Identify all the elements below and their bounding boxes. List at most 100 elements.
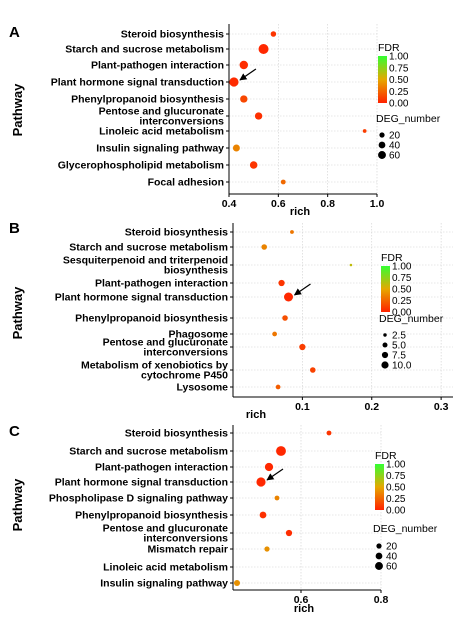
panel-c-y-tick-label-line: interconversions [143,533,228,545]
panel-a-y-tick-label: Plant hormone signal transduction [51,77,224,89]
panel-b-y-tick-label-line: interconversions [143,347,228,359]
panel-b-point [349,263,353,267]
panel-c-fdr-legend-label: 0.50 [386,483,406,494]
panel-c-y-tick-label: Phospholipase D signaling pathway [49,493,228,505]
panel-b-point [290,230,294,234]
panel-c-point [256,477,266,487]
panel-a-annotation-arrow [239,68,257,81]
panel-a-fdr-legend-label: 1.00 [389,52,409,63]
panel-b-label: B [9,220,20,237]
panel-b-point [272,331,278,337]
panel-c-size-legend-dot [376,543,382,549]
panel-c-point [233,579,241,587]
panel-b-x-axis-title: rich [246,409,266,421]
panel-a-fdr-legend-label: 0.00 [389,99,409,110]
panel-c-size-legend-title: DEG_number [373,523,438,535]
panel-a-y-tick-label: Plant-pathogen interaction [91,60,224,72]
panel-a-size-legend-label: 40 [389,141,401,152]
panel-b-fdr-legend-title: FDR [381,252,403,264]
panel-b-fdr-legend-label: 1.00 [392,262,412,273]
panel-b-size-legend-label: 2.5 [392,331,406,342]
panel-c-point [326,430,332,436]
panel-c-y-tick-label: Steroid biosynthesis [125,428,228,440]
panel-a-size-legend-label: 20 [389,131,401,142]
panel-b-size-legend-title: DEG_number [379,313,444,325]
panel-c-point [264,546,270,552]
panel-b-annotation-arrow [293,283,311,296]
panel-b-y-tick-label: Starch and sucrose metabolism [69,242,228,254]
panel-c-y-tick-label: Insulin signaling pathway [100,578,228,590]
panel-a-y-tick-label: Pentose and glucuronate interconversions [99,106,225,128]
panel-b-size-legend-label: 10.0 [392,361,412,372]
panel-b-y-tick-label: Phenylpropanoid biosynthesis [75,313,228,325]
panel-a-x-axis-title: rich [290,206,310,218]
panel-c-fdr-legend-label: 0.25 [386,494,406,505]
panel-c-y-tick-label-line: Pentose and glucuronate [103,523,229,535]
panel-a-point [249,161,258,169]
panel-b-size-legend-dot [381,351,389,359]
panel-a-x-tick-label: 0.8 [320,198,335,210]
panel-c-y-tick-label: Mismatch repair [147,544,228,556]
panel-a-x-tick-label: 0.4 [222,198,237,210]
panel-a-point [270,31,277,37]
panel-c-size-legend-label: 40 [386,552,398,563]
panel-c-fdr-legend-label: 1.00 [386,460,406,471]
panel-a-y-tick-label: Glycerophospholipid metabolism [58,160,224,172]
panel-b-fdr-legend-label: 0.00 [392,308,412,319]
panel-b-fdr-legend-label: 0.25 [392,296,412,307]
panel-a-y-tick-label-line: Pentose and glucuronate [99,106,225,118]
panel-a-y-tick-label: Steroid biosynthesis [121,29,224,41]
panel-b-size-legend-label: 7.5 [392,351,406,362]
panel-b-size-legend-label: 5.0 [392,341,406,352]
panel-b-y-tick-label-line: Metabolism of xenobiotics by [81,360,228,372]
panel-b-point [282,315,288,321]
panel-c-point [259,511,267,519]
panel-c-point [264,462,274,472]
panel-a-y-tick-label: Insulin signaling pathway [96,143,224,155]
panel-b-y-tick-label: Steroid biosynthesis [125,227,228,239]
panel-a-y-tick-label: Focal adhesion [148,177,224,189]
panel-b-y-tick-label: Plant hormone signal transduction [55,292,228,304]
panel-b-fdr-colorbar [381,266,390,312]
panel-a-y-tick-label: Linoleic acid metabolism [99,126,224,138]
panel-b-point [261,244,267,250]
panel-b-y-tick-label-line: Sesquiterpenoid and triterpenoid [63,255,228,267]
panel-b-fdr-legend-label: 0.75 [392,273,412,284]
panel-c-label: C [9,423,20,440]
panel-b-y-tick-label-line: biosynthesis [164,265,228,277]
panel-a-size-legend-dot [378,151,386,159]
panel-b-point [278,279,285,287]
panel-c-point [276,446,286,456]
panel-c-y-tick-label: Plant hormone signal transduction [55,477,228,489]
panel-c-y-tick-label: Phenylpropanoid biosynthesis [75,510,228,522]
panel-b-point [284,292,293,302]
panel-c-size-legend-label: 60 [386,562,398,573]
panel-a-point [362,129,367,133]
panel-a-point [232,144,240,152]
panel-c-x-tick-label: 0.8 [374,594,389,606]
panel-c-size-legend-dot [375,552,383,560]
panel-b-size-legend-dot [381,361,389,369]
panel-a-size-legend-dot [378,141,386,149]
panel-a-fdr-legend-label: 0.50 [389,75,409,86]
panel-c-annotation-arrow [266,468,284,481]
panel-c-fdr-colorbar [375,464,384,510]
panel-b-y-tick-label-line: Pentose and glucuronate [103,337,229,349]
panel-c-fdr-legend-label: 0.75 [386,471,406,482]
panel-a-point [258,44,269,54]
panel-a-x-tick-label: 1.0 [370,198,385,210]
panel-a-point [240,95,248,103]
panel-b-y-tick-label-line: cytochrome P450 [141,370,228,382]
panel-b-y-tick-label: Lysosome [176,382,228,394]
panel-b-y-tick-label: Phagosome [168,329,228,341]
panel-b-fdr-legend-label: 0.50 [392,285,412,296]
panel-a-size-legend-dot [379,132,385,138]
panel-b-point [310,367,316,373]
panel-a-y-tick-label: Starch and sucrose metabolism [65,44,224,56]
panel-c-fdr-legend-title: FDR [375,450,397,462]
panel-a-point [254,112,263,120]
panel-b-y-tick-label: Metabolism of xenobiotics by cytochrome P… [81,360,228,382]
panel-b-y-tick-label: Plant-pathogen interaction [95,278,228,290]
panel-c-y-tick-label: Plant-pathogen interaction [95,462,228,474]
panel-b-point [275,384,281,390]
